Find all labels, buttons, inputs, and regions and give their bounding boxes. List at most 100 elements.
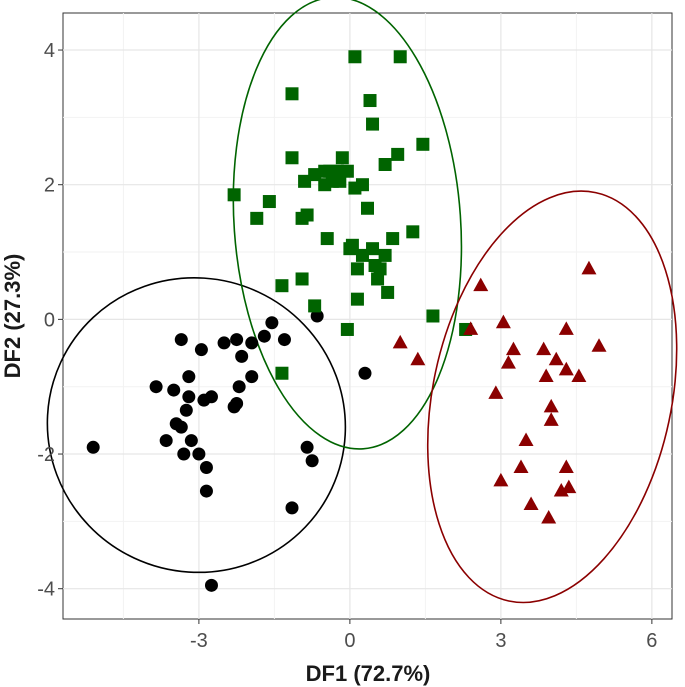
- x-tick-label: -3: [190, 630, 208, 652]
- triangle-point: [543, 412, 559, 426]
- axes: -3 0 3 6 -4 -2 0 2 4: [37, 40, 657, 652]
- triangle-point: [558, 321, 574, 335]
- circle-point: [204, 578, 218, 592]
- triangle-group-ellipse: [426, 190, 678, 604]
- circle-point: [217, 336, 231, 350]
- square-point: [275, 279, 289, 293]
- square-point: [262, 195, 276, 209]
- circle-point: [285, 501, 299, 515]
- square-point: [348, 50, 362, 64]
- circle-point: [182, 390, 196, 404]
- triangle-point: [558, 459, 574, 473]
- circle-point: [300, 440, 314, 454]
- circle-point: [232, 380, 246, 394]
- triangle-point: [493, 472, 509, 487]
- square-point: [386, 232, 400, 246]
- square-point: [366, 242, 380, 256]
- circle-point: [245, 370, 259, 384]
- square-point: [335, 151, 349, 165]
- circle-point: [149, 380, 163, 394]
- triangle-point: [488, 385, 504, 399]
- square-point: [340, 164, 354, 178]
- x-tick-label: 3: [495, 630, 506, 652]
- triangle-point: [392, 334, 408, 349]
- square-point: [333, 174, 347, 188]
- circle-point: [265, 316, 279, 330]
- triangle-point: [505, 341, 521, 356]
- square-point: [355, 248, 369, 262]
- circle-point: [277, 333, 291, 347]
- square-point: [250, 211, 264, 225]
- square-point: [381, 285, 395, 299]
- square-point: [363, 94, 377, 108]
- circle-point: [235, 349, 249, 363]
- square-point: [320, 232, 334, 246]
- square-point: [373, 262, 387, 276]
- triangle-point: [558, 361, 574, 376]
- triangle-point: [561, 479, 577, 494]
- triangle-point: [500, 355, 516, 369]
- square-point: [361, 201, 374, 215]
- y-tick-label: -2: [37, 444, 55, 466]
- circle-point: [179, 403, 193, 417]
- circle-point: [177, 447, 191, 461]
- y-tick-label: 4: [44, 40, 55, 62]
- square-point: [371, 272, 385, 286]
- square-point: [330, 164, 344, 178]
- square-point: [391, 147, 405, 161]
- square-point: [295, 272, 309, 286]
- circle-point: [184, 434, 198, 448]
- triangle-point: [513, 459, 529, 473]
- circle-point: [194, 343, 208, 357]
- square-point: [340, 322, 354, 336]
- square-point: [285, 151, 299, 165]
- triangle-point: [463, 321, 479, 335]
- square-point: [227, 188, 241, 202]
- x-tick-label: 6: [646, 630, 657, 652]
- triangle-point: [581, 260, 597, 275]
- triangle-point: [541, 509, 557, 524]
- circle-point: [174, 420, 188, 434]
- circle-point: [245, 336, 259, 350]
- square-point: [350, 262, 364, 276]
- square-point: [416, 137, 430, 151]
- circle-group-ellipse: [46, 277, 347, 574]
- y-tick-label: 0: [44, 309, 55, 331]
- square-point: [378, 248, 392, 262]
- square-point: [308, 168, 322, 182]
- circle-point: [174, 333, 188, 347]
- triangle-point: [538, 368, 554, 383]
- triangle-point: [548, 351, 564, 366]
- triangle-point: [571, 368, 587, 383]
- circle-point: [192, 447, 206, 461]
- triangle-point: [591, 338, 607, 352]
- triangle-point: [536, 341, 552, 356]
- circle-point: [358, 366, 372, 380]
- circle-point: [199, 461, 213, 474]
- group-ellipses: [46, 0, 678, 604]
- square-point: [350, 292, 364, 306]
- circle-point: [167, 383, 181, 397]
- grid-lines: [63, 13, 672, 619]
- square-point: [378, 158, 392, 171]
- square-point: [426, 309, 440, 323]
- triangle-point: [473, 277, 489, 292]
- panel-background: [62, 12, 673, 620]
- square-point: [366, 117, 380, 131]
- triangle-point: [410, 351, 426, 366]
- y-tick-label: -4: [37, 579, 55, 601]
- circle-point: [305, 454, 319, 468]
- square-point: [275, 366, 289, 380]
- square-point: [406, 225, 420, 239]
- square-point: [355, 178, 369, 192]
- triangle-point: [495, 314, 511, 329]
- circle-point: [230, 333, 244, 347]
- square-point: [393, 50, 407, 64]
- triangle-point: [518, 432, 534, 447]
- y-tick-label: 2: [44, 175, 55, 197]
- data-points: [86, 50, 607, 592]
- circle-point: [310, 309, 324, 323]
- square-group-ellipse: [232, 0, 463, 450]
- square-point: [298, 174, 312, 188]
